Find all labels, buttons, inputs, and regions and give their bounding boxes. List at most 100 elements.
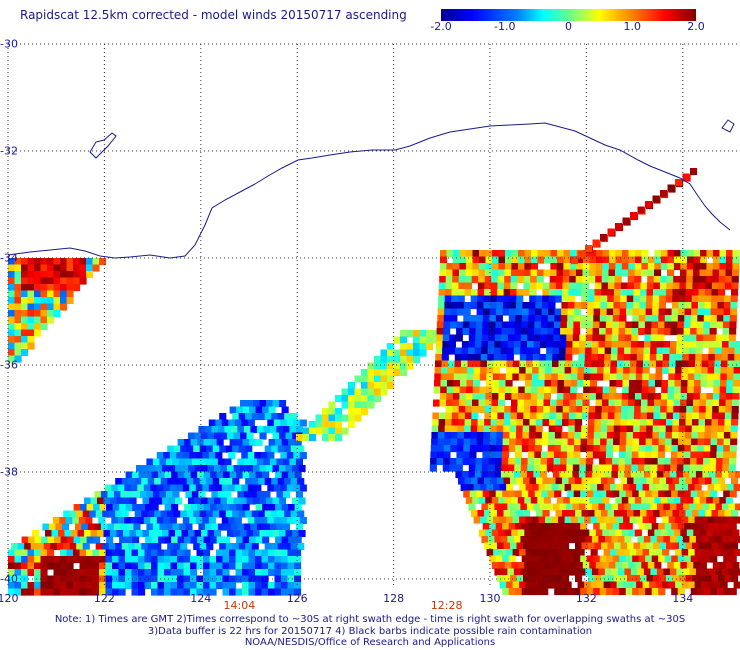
wind-cell <box>716 451 724 459</box>
wind-cell <box>478 406 486 414</box>
wind-cell <box>85 517 93 525</box>
wind-cell <box>367 401 375 409</box>
wind-cell <box>508 328 516 336</box>
wind-cell <box>729 445 737 453</box>
wind-cell <box>8 582 16 590</box>
wind-cell <box>494 503 502 511</box>
wind-cell <box>652 295 660 303</box>
wind-cell <box>227 497 235 505</box>
wind-cell <box>21 329 29 337</box>
wind-cell <box>712 399 720 407</box>
wind-cell <box>655 380 663 388</box>
wind-cell <box>667 269 675 277</box>
wind-cell <box>208 484 216 492</box>
wind-cell <box>498 562 506 570</box>
wind-cell <box>99 556 107 564</box>
wind-cell <box>589 562 597 570</box>
wind-cell <box>229 588 237 596</box>
wind-cell <box>463 432 471 440</box>
wind-cell <box>506 549 514 557</box>
wind-cell <box>524 386 532 394</box>
wind-cell <box>66 588 74 596</box>
wind-cell <box>198 458 206 466</box>
wind-cell <box>487 347 495 355</box>
wind-cell <box>586 451 594 459</box>
wind-cell <box>533 503 541 511</box>
wind-cell <box>466 380 474 388</box>
wind-cell <box>575 510 583 518</box>
wind-cell <box>560 315 568 323</box>
wind-cell <box>595 529 603 537</box>
wind-cell <box>601 289 609 297</box>
wind-cell <box>662 367 670 375</box>
wind-cell <box>627 419 635 427</box>
wind-cell <box>681 367 689 375</box>
wind-cell <box>687 386 695 394</box>
wind-cell <box>550 386 558 394</box>
wind-cell <box>715 464 723 472</box>
wind-difference-cells <box>8 168 740 596</box>
wind-cell <box>712 393 720 401</box>
wind-cell <box>241 484 249 492</box>
longitude-label: 128 <box>383 592 405 605</box>
wind-cell <box>709 334 717 342</box>
wind-cell <box>94 491 102 499</box>
wind-cell <box>622 380 630 388</box>
wind-cell <box>589 269 597 277</box>
wind-cell <box>596 386 604 394</box>
wind-cell <box>677 458 685 466</box>
wind-cell <box>718 419 726 427</box>
wind-cell <box>453 250 461 258</box>
wind-cell <box>447 380 455 388</box>
wind-cell <box>507 334 515 342</box>
wind-cell <box>519 360 527 368</box>
wind-cell <box>720 549 728 557</box>
wind-cell <box>722 334 730 342</box>
wind-cell <box>467 367 475 375</box>
wind-cell <box>47 258 55 266</box>
wind-cell <box>565 568 573 576</box>
wind-cell <box>723 445 731 453</box>
wind-cell <box>152 458 160 466</box>
wind-cell <box>203 536 211 544</box>
wind-cell <box>672 289 680 297</box>
wind-cell <box>450 315 458 323</box>
wind-cell <box>217 523 225 531</box>
wind-cell <box>183 556 191 564</box>
wind-cell <box>630 471 638 479</box>
wind-cell <box>646 425 654 433</box>
wind-cell <box>527 458 535 466</box>
wind-cell <box>586 588 594 596</box>
wind-cell <box>627 289 635 297</box>
wind-cell <box>575 575 583 583</box>
wind-cell <box>729 321 737 329</box>
wind-cell <box>8 336 16 344</box>
wind-cell <box>537 386 545 394</box>
wind-cell <box>684 438 692 446</box>
wind-cell <box>211 426 219 434</box>
wind-cell <box>222 556 230 564</box>
wind-cell <box>597 516 605 524</box>
wind-cell <box>225 445 233 453</box>
wind-cell <box>662 360 670 368</box>
wind-cell <box>361 375 369 383</box>
wind-cell <box>639 425 647 433</box>
wind-cell <box>65 517 73 525</box>
wind-cell <box>458 276 466 284</box>
pass-time-label: 12:28 <box>430 599 463 612</box>
wind-cell <box>440 380 448 388</box>
wind-cell <box>190 562 198 570</box>
wind-cell <box>27 264 35 272</box>
wind-cell <box>604 347 612 355</box>
wind-cell <box>561 308 569 316</box>
wind-cell <box>81 523 89 531</box>
wind-cell <box>438 282 446 290</box>
wind-cell <box>60 556 68 564</box>
wind-cell <box>561 295 569 303</box>
wind-cell <box>55 523 63 531</box>
wind-cell <box>524 399 532 407</box>
wind-cell <box>528 490 536 498</box>
wind-cell <box>190 556 198 564</box>
wind-cell <box>666 289 674 297</box>
wind-cell <box>280 517 288 525</box>
